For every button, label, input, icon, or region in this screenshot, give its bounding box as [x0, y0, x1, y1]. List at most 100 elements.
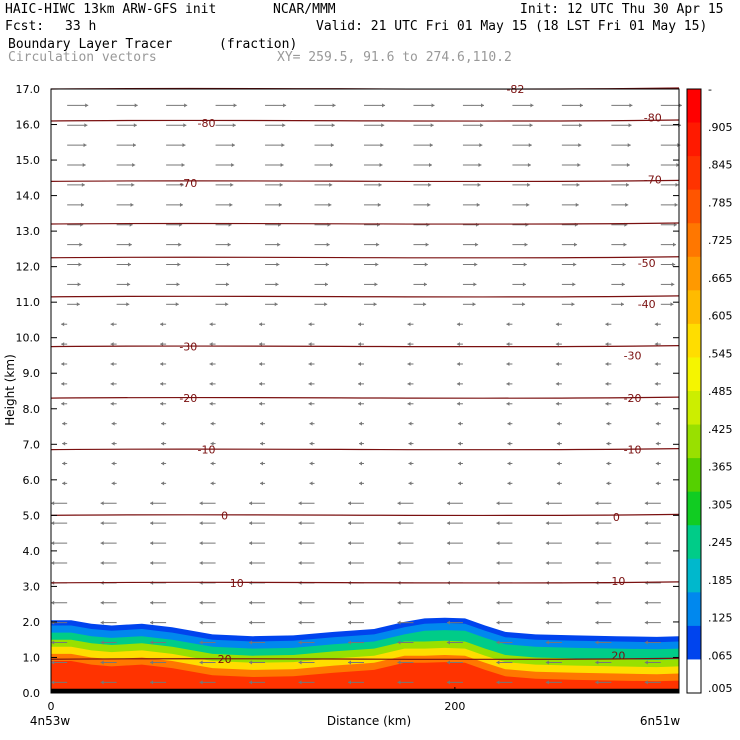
circulation-vector [150, 541, 167, 546]
y-tick-label: 11.0 [16, 296, 41, 309]
circulation-vector [160, 322, 167, 327]
isotherm-label: 0 [613, 511, 620, 524]
circulation-vector [347, 541, 364, 546]
colorbar-swatch [687, 592, 701, 627]
circulation-vector [166, 123, 187, 128]
circulation-vector [298, 640, 315, 645]
circulation-vector [265, 302, 278, 307]
circulation-vector [512, 302, 526, 307]
isotherm-label: -30 [179, 341, 197, 354]
circulation-vector [555, 361, 562, 366]
circulation-vector [61, 361, 68, 366]
circulation-vector [161, 461, 167, 466]
circulation-vector [605, 342, 612, 347]
field-name: Boundary Layer Tracer [8, 37, 173, 52]
isotherm-label: -20 [624, 392, 642, 405]
circulation-vector [51, 521, 68, 526]
circulation-vector [644, 541, 661, 546]
y-tick-label: 16.0 [16, 119, 41, 132]
circulation-vector [314, 302, 328, 307]
isotherm-line [50, 222, 680, 225]
circulation-vector [556, 421, 562, 426]
circulation-vector [209, 322, 216, 327]
circulation-vector [496, 560, 513, 565]
circulation-vector [308, 322, 315, 327]
circulation-vector [446, 620, 463, 625]
y-tick-label: 0.0 [23, 687, 41, 700]
circulation-vector [215, 123, 236, 128]
isotherm-label: 20 [611, 650, 625, 663]
circulation-vector [265, 143, 285, 148]
circulation-vector [249, 660, 266, 665]
circulation-vector [595, 680, 612, 685]
circulation-vector [67, 163, 86, 168]
circulation-vector [298, 680, 315, 685]
circulation-vector [507, 441, 513, 446]
y-tick-label: 2.0 [23, 616, 41, 629]
circulation-vector [512, 123, 533, 128]
circulation-vector [298, 620, 315, 625]
circulation-vector [611, 202, 629, 207]
circulation-vector [51, 640, 68, 645]
circulation-vector [298, 660, 315, 665]
circulation-vector [62, 441, 68, 446]
circulation-vector [660, 222, 677, 227]
circulation-vector [249, 680, 266, 685]
colorbar-label: .725 [708, 234, 733, 247]
circulation-vector [199, 660, 216, 665]
circulation-vector [644, 521, 661, 526]
isotherm-line [50, 256, 680, 259]
circulation-vector [259, 361, 266, 366]
circulation-vector [215, 282, 230, 287]
circulation-vector [215, 182, 234, 187]
circulation-vector [397, 620, 414, 625]
circulation-vector [555, 322, 562, 327]
circulation-vector [150, 560, 167, 565]
circulation-vector [347, 501, 364, 506]
circulation-vector [62, 421, 68, 426]
circulation-vector [116, 163, 136, 168]
colorbar-label: .005 [708, 682, 733, 695]
circulation-vector [407, 342, 414, 347]
circulation-vector [314, 282, 329, 287]
circulation-vector [413, 103, 435, 108]
circulation-vector [605, 361, 612, 366]
x-tick-label: 0 [48, 700, 55, 713]
circulation-vector [611, 103, 633, 108]
circulation-vector [457, 421, 463, 426]
circulation-vector [413, 143, 433, 148]
circulation-vector [249, 640, 266, 645]
circulation-vector [166, 242, 182, 247]
circulation-vector [265, 103, 287, 108]
circulation-vector [61, 322, 68, 327]
circulation-vector [462, 302, 476, 307]
circulation-vector [611, 182, 630, 187]
circulation-vector [100, 680, 117, 685]
circulation-vector [166, 262, 181, 267]
circulation-vector [644, 660, 661, 665]
axes: 0.0 1.0 2.0 3.0 4.0 5.0 6.0 7.0 8.0 9.0 10.0 11.0 12… [16, 83, 679, 713]
isotherm-label: -10 [198, 444, 216, 457]
circulation-vector [67, 103, 89, 108]
circulation-vector [654, 342, 661, 347]
circulation-vector [357, 401, 364, 406]
colorbar-label: .665 [708, 272, 733, 285]
circulation-vector [61, 381, 68, 386]
circulation-vector [100, 541, 117, 546]
circulation-vector [462, 163, 482, 168]
isotherm-label: -80 [198, 117, 216, 130]
circulation-vector [363, 242, 380, 247]
circulation-vector [512, 242, 528, 247]
circulation-vector [116, 103, 138, 108]
circulation-vector [606, 441, 612, 446]
circulation-vector [496, 541, 513, 546]
circulation-vector [413, 182, 432, 187]
circulation-vector [260, 481, 266, 486]
circulation-vector [51, 501, 68, 506]
circulation-vector [644, 580, 661, 585]
circulation-vector [199, 521, 216, 526]
circulation-vector [199, 541, 216, 546]
colorbar-swatch [687, 558, 701, 593]
circulation-vector [457, 481, 463, 486]
colorbar-label: .845 [708, 159, 733, 172]
